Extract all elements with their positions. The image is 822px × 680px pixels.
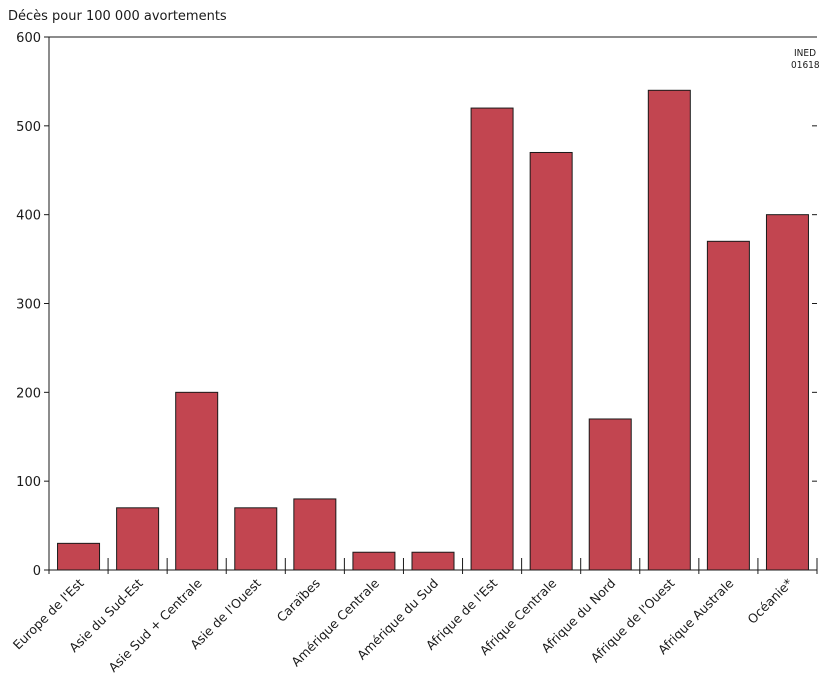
bar <box>765 214 809 571</box>
bar <box>352 551 396 571</box>
y-tick-label: 400 <box>16 209 41 224</box>
y-tick-label: 100 <box>16 475 41 490</box>
y-tick-label: 600 <box>16 31 41 46</box>
bar <box>175 391 219 571</box>
bar <box>293 498 337 571</box>
bar <box>706 240 750 571</box>
y-tick-label: 0 <box>33 564 41 579</box>
y-tick-label: 500 <box>16 120 41 135</box>
bar <box>529 151 573 571</box>
x-tick-label: Océanie* <box>744 576 795 627</box>
bar <box>57 542 101 571</box>
bar <box>411 551 455 571</box>
source-mark-line-1: INED <box>794 48 816 59</box>
y-tick-label: 200 <box>16 386 41 401</box>
y-tick-label: 300 <box>16 298 41 313</box>
x-tick-label: Caraïbes <box>274 576 323 625</box>
source-mark-line-2: 01618 <box>791 60 820 71</box>
bar <box>234 507 278 571</box>
bar <box>470 107 514 571</box>
bar <box>588 418 632 571</box>
y-axis-label: Décès pour 100 000 avortements <box>8 9 227 24</box>
bar <box>647 89 691 571</box>
bar <box>116 507 160 571</box>
